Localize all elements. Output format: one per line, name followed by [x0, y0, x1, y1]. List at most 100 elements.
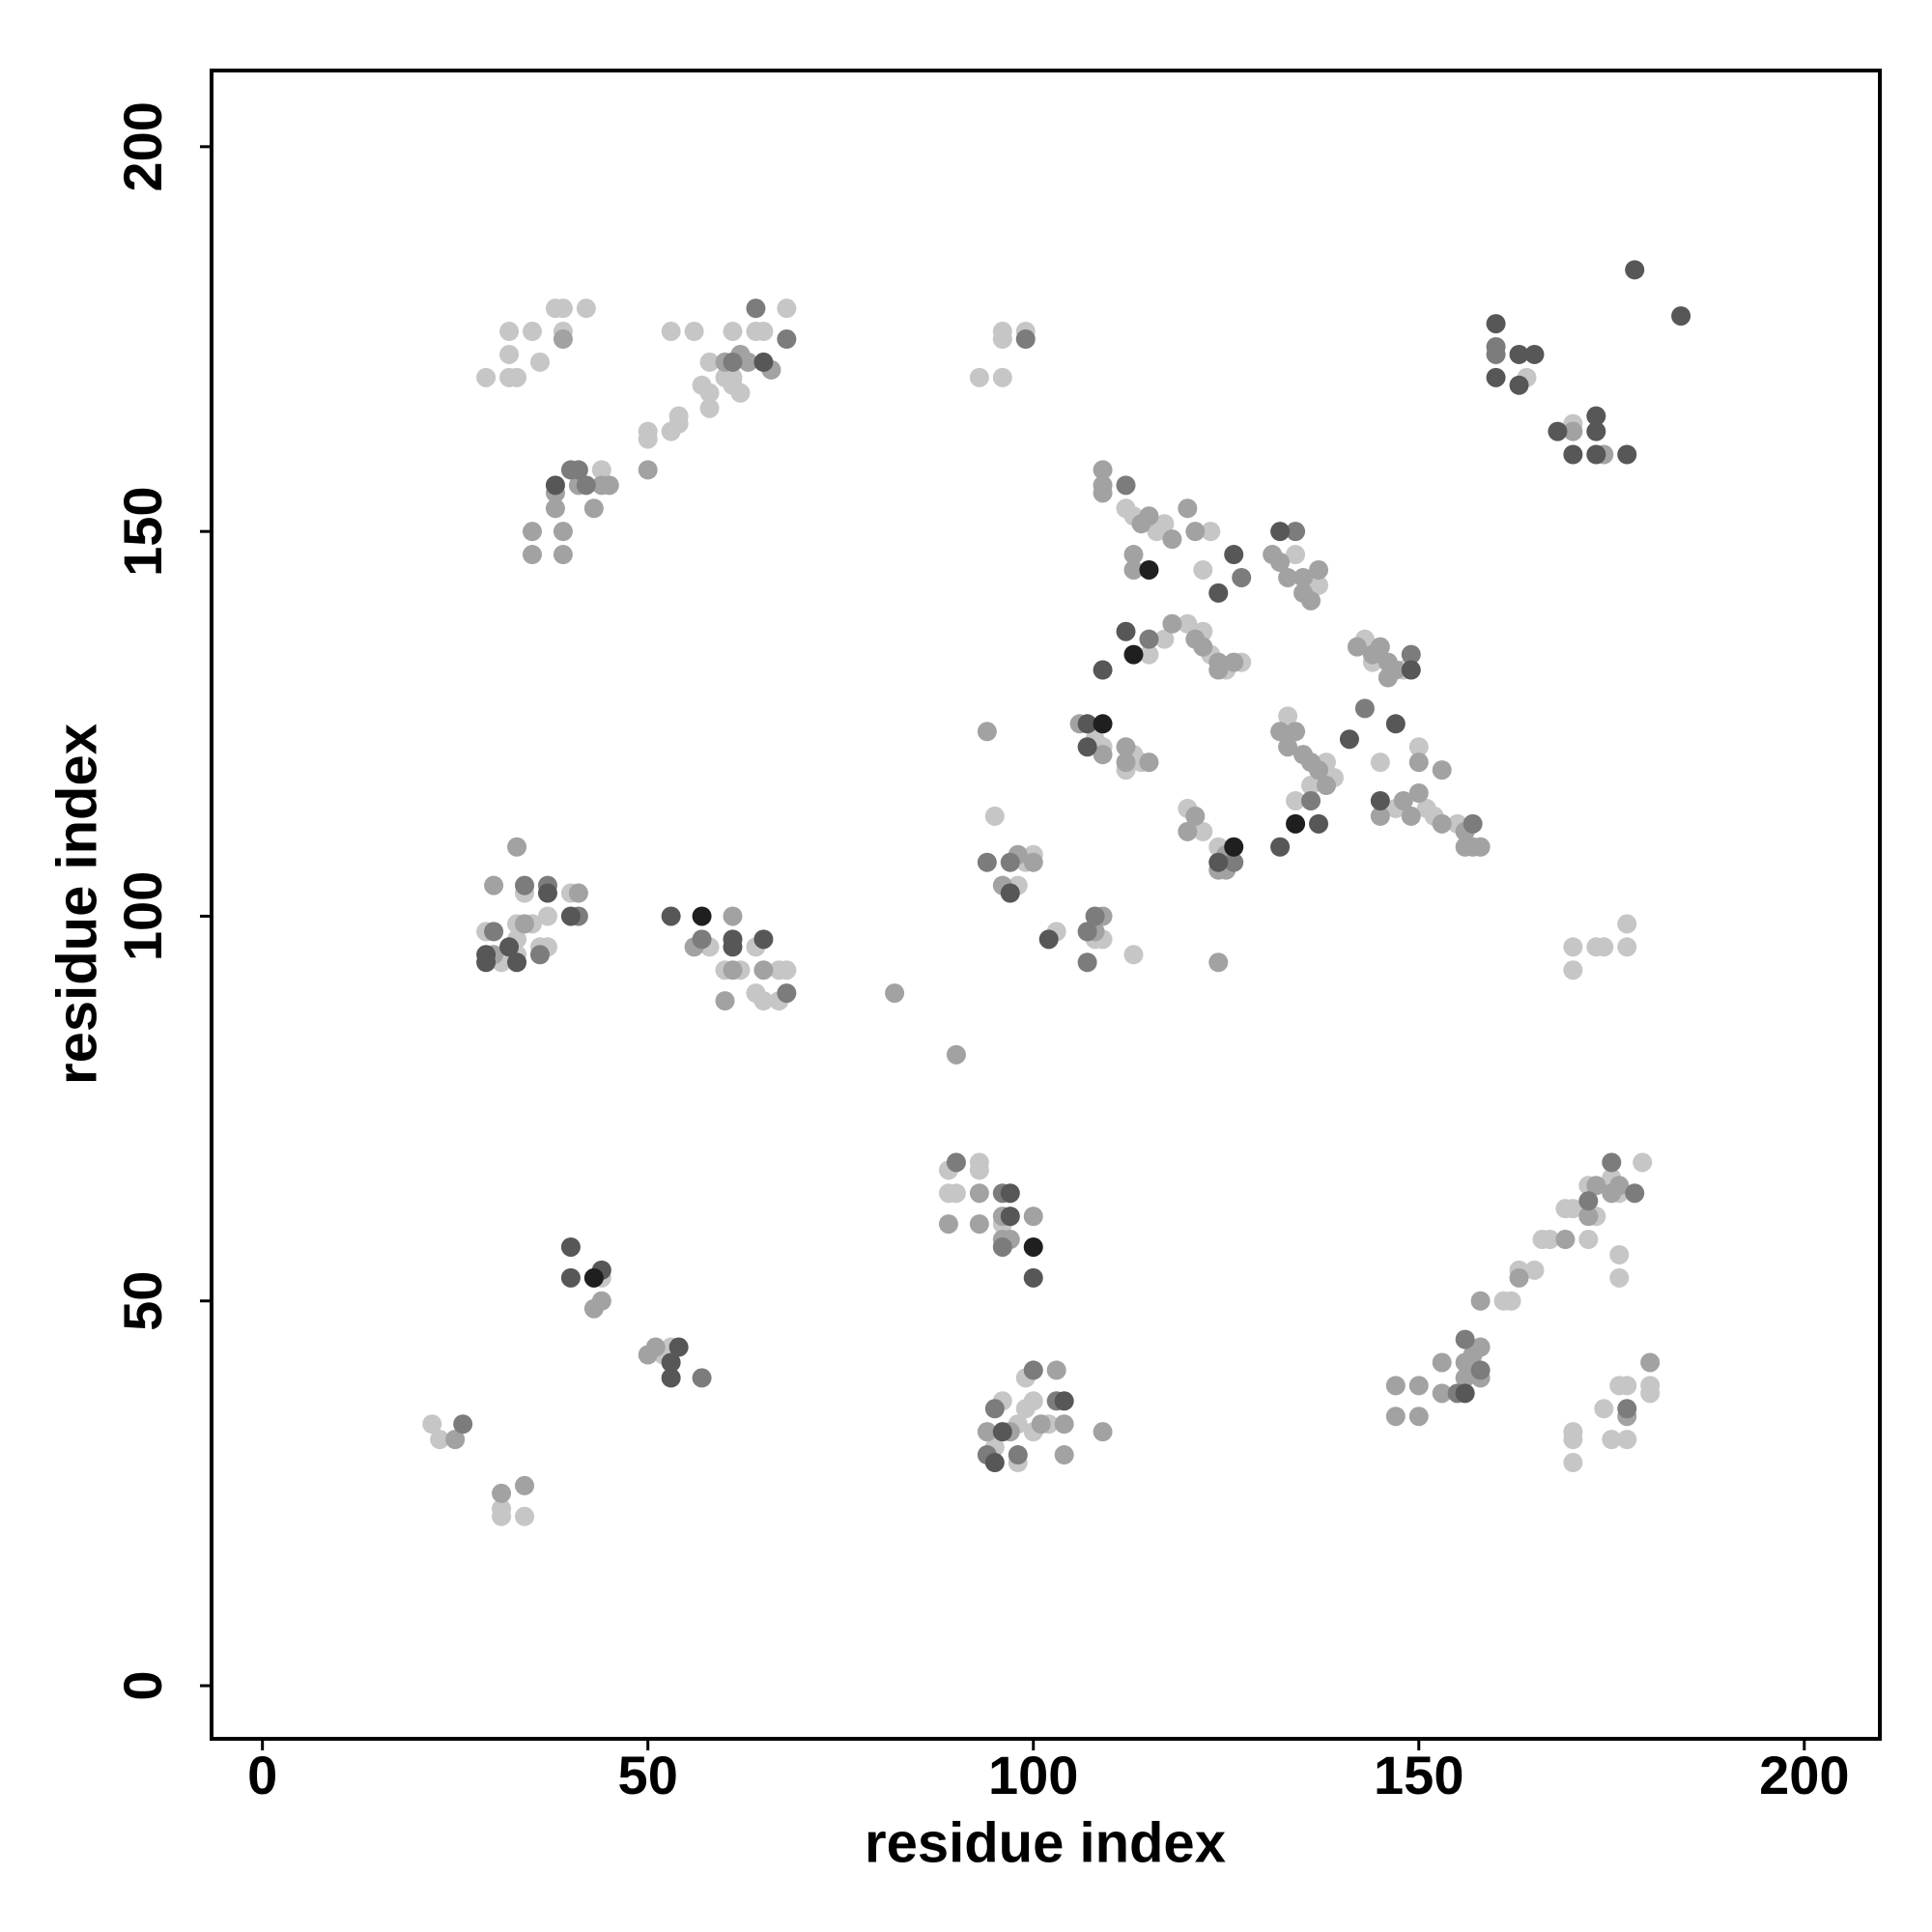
point	[1509, 1267, 1529, 1288]
point	[568, 883, 588, 903]
point	[638, 460, 658, 480]
point	[1224, 852, 1244, 872]
point	[1286, 790, 1306, 810]
point	[984, 806, 1005, 826]
point	[692, 929, 712, 950]
point	[661, 1368, 681, 1388]
point	[430, 1430, 450, 1450]
point	[1093, 1422, 1113, 1442]
point	[476, 367, 497, 387]
point	[1077, 952, 1097, 973]
point	[1586, 406, 1606, 426]
point	[522, 322, 542, 342]
point	[1023, 1360, 1043, 1380]
point	[984, 1399, 1005, 1419]
x-tick-label: 150	[1374, 1745, 1463, 1805]
point	[1609, 1176, 1630, 1196]
point	[1625, 260, 1645, 280]
point	[1301, 776, 1321, 796]
point	[753, 960, 774, 980]
point	[723, 906, 743, 926]
point	[1671, 306, 1691, 327]
point	[1162, 613, 1182, 634]
point	[492, 1483, 512, 1503]
point	[1286, 545, 1306, 565]
y-tick-label: 150	[112, 486, 173, 576]
point	[1602, 1430, 1622, 1450]
point	[738, 352, 758, 372]
point	[1378, 668, 1398, 688]
point	[715, 991, 735, 1011]
point	[1432, 813, 1452, 834]
point	[969, 1160, 989, 1180]
point	[1640, 1352, 1661, 1373]
y-tick-label: 100	[112, 871, 173, 961]
point	[1123, 545, 1144, 565]
point	[969, 1183, 989, 1204]
point	[1023, 852, 1043, 872]
point	[992, 329, 1012, 350]
point	[1093, 460, 1113, 480]
point	[591, 460, 611, 480]
point	[1193, 559, 1213, 580]
point	[1046, 1360, 1066, 1380]
point	[1578, 1230, 1599, 1250]
point	[1123, 644, 1144, 665]
point	[529, 945, 550, 965]
point	[1278, 567, 1298, 587]
point	[1208, 660, 1229, 680]
point	[1093, 660, 1113, 680]
point	[1185, 522, 1206, 542]
point	[1224, 652, 1244, 672]
point	[946, 1152, 966, 1173]
point	[661, 1352, 681, 1373]
point	[1563, 960, 1583, 980]
point	[1578, 1207, 1599, 1227]
point	[1563, 1422, 1583, 1442]
point	[545, 498, 565, 519]
point	[1594, 937, 1614, 957]
point	[560, 1267, 581, 1288]
point	[529, 352, 550, 372]
point	[583, 1267, 604, 1288]
point	[553, 298, 573, 319]
point	[1385, 1376, 1406, 1396]
point	[1000, 883, 1020, 903]
point	[692, 906, 712, 926]
point	[1023, 1267, 1043, 1288]
point	[1563, 1199, 1583, 1219]
point	[591, 1291, 611, 1311]
point	[1139, 559, 1159, 580]
point	[1000, 1207, 1020, 1227]
point	[1178, 821, 1198, 841]
point	[1578, 1191, 1599, 1211]
point	[1455, 1383, 1475, 1404]
point	[977, 852, 997, 872]
point	[553, 522, 573, 542]
point	[1054, 1391, 1074, 1411]
point	[1617, 1376, 1637, 1396]
x-tick-label: 0	[247, 1745, 277, 1805]
point	[1563, 444, 1583, 465]
point	[515, 914, 535, 934]
point	[1370, 637, 1390, 657]
point	[984, 1453, 1005, 1473]
point	[730, 383, 751, 403]
point	[537, 906, 557, 926]
point	[422, 1414, 442, 1435]
point	[1085, 906, 1105, 926]
point	[1000, 1183, 1020, 1204]
point	[507, 367, 527, 387]
point	[699, 398, 720, 418]
point	[1524, 1260, 1545, 1280]
point	[1278, 737, 1298, 757]
point	[1524, 344, 1545, 364]
point	[1548, 421, 1568, 441]
point	[1408, 737, 1429, 757]
points	[422, 260, 1691, 1526]
point	[560, 1236, 581, 1257]
plot-frame	[210, 69, 1882, 1741]
x-tick-label: 100	[988, 1745, 1078, 1805]
point	[515, 875, 535, 895]
